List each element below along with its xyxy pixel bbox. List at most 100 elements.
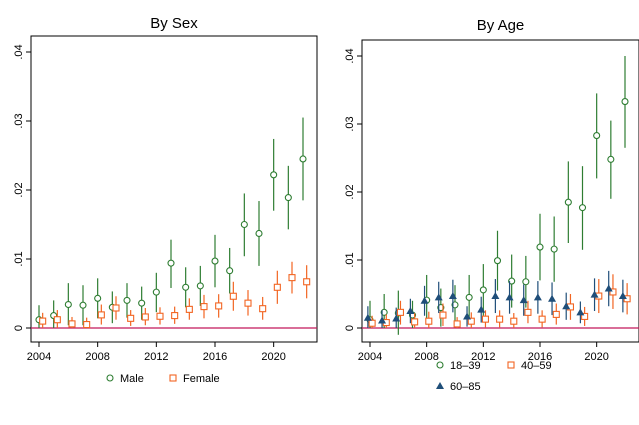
- data-point: [167, 259, 175, 267]
- x-tick-label: 2008: [85, 351, 109, 363]
- data-point: [479, 286, 487, 294]
- legend-marker: [507, 361, 515, 369]
- data-point: [182, 283, 190, 291]
- series-2: [368, 274, 631, 328]
- data-point: [463, 312, 472, 320]
- data-point: [538, 315, 546, 323]
- data-point: [406, 307, 415, 314]
- legend-marker: [169, 374, 177, 382]
- data-point: [200, 303, 208, 311]
- data-point: [392, 314, 401, 322]
- data-point: [64, 300, 72, 309]
- data-point: [481, 315, 490, 323]
- data-point: [508, 277, 516, 285]
- data-point: [240, 220, 248, 229]
- x-tick-label: 2020: [261, 351, 285, 363]
- panel-title: By Sex: [150, 15, 198, 32]
- data-point: [284, 194, 292, 202]
- data-point: [467, 317, 475, 325]
- data-point: [548, 294, 557, 302]
- data-point: [380, 308, 388, 316]
- data-point: [434, 293, 443, 301]
- data-point: [491, 292, 500, 300]
- series-3: [363, 270, 627, 328]
- x-tick-label: 2012: [144, 351, 168, 363]
- data-point: [299, 155, 307, 163]
- data-point: [288, 274, 296, 282]
- data-point: [448, 292, 457, 300]
- data-point: [524, 308, 532, 316]
- data-point: [465, 293, 473, 301]
- data-point: [604, 284, 613, 292]
- data-point: [425, 317, 433, 325]
- data-point: [550, 245, 558, 253]
- data-point: [363, 313, 372, 321]
- legend-marker: [436, 382, 444, 389]
- data-point: [215, 302, 223, 310]
- data-point: [590, 290, 599, 298]
- data-point: [477, 305, 486, 313]
- series-2: [39, 261, 311, 329]
- data-point: [621, 98, 629, 106]
- plot-frame: [361, 39, 639, 343]
- data-point: [196, 282, 204, 290]
- y-tick-label: .01: [344, 252, 356, 267]
- data-point: [493, 257, 502, 265]
- x-tick-label: 2020: [584, 351, 608, 363]
- data-point: [581, 312, 589, 320]
- x-tick-label: 2012: [471, 351, 495, 363]
- data-point: [211, 257, 219, 265]
- panel-1: By Sex 0 .01 .02 .03 .04 2004 2008 2012 2016 2020 M…: [13, 15, 318, 385]
- data-point: [396, 308, 405, 316]
- data-point: [552, 310, 560, 318]
- y-tick-label: .04: [344, 48, 356, 63]
- legend-label: 18–39: [450, 360, 481, 372]
- data-point: [303, 278, 311, 286]
- data-point: [607, 155, 615, 163]
- panel-2: By Age 0 .01 .02 .03 .04 2004 2008 2012 2016 2020 1…: [344, 17, 639, 393]
- legend-marker: [106, 374, 114, 382]
- y-tick-label: 0: [344, 325, 356, 331]
- data-point: [522, 278, 530, 286]
- x-tick-label: 2016: [528, 351, 552, 363]
- data-point: [97, 311, 105, 319]
- legend-label: 60–85: [450, 381, 481, 393]
- data-point: [519, 296, 528, 304]
- data-point: [439, 311, 447, 319]
- legend-label: Female: [183, 373, 220, 385]
- y-tick-label: .04: [13, 44, 25, 59]
- data-point: [83, 320, 91, 329]
- data-point: [562, 302, 571, 310]
- panel-title: By Age: [477, 17, 525, 34]
- data-point: [244, 299, 252, 307]
- data-point: [138, 299, 146, 307]
- data-point: [453, 320, 461, 328]
- y-tick-label: 0: [13, 325, 25, 331]
- data-point: [609, 288, 617, 296]
- data-point: [411, 318, 419, 326]
- data-point: [68, 320, 76, 328]
- series-1: [35, 117, 307, 328]
- data-point: [39, 317, 47, 325]
- y-tick-label: .02: [344, 184, 356, 199]
- data-point: [578, 204, 587, 212]
- series-1: [366, 56, 629, 335]
- x-tick-label: 2004: [27, 351, 51, 363]
- data-point: [94, 294, 102, 302]
- data-point: [536, 243, 544, 251]
- data-point: [593, 132, 601, 140]
- data-point: [127, 314, 135, 322]
- legend-label: 40–59: [521, 360, 552, 372]
- data-point: [171, 312, 179, 320]
- y-tick-label: .03: [13, 113, 25, 128]
- y-tick-label: .02: [13, 182, 25, 197]
- y-tick-label: .01: [13, 251, 25, 266]
- data-point: [79, 301, 87, 309]
- data-point: [226, 267, 234, 275]
- data-point: [123, 296, 131, 304]
- data-point: [437, 304, 445, 312]
- plot-frame: [30, 35, 318, 343]
- data-point: [53, 316, 61, 324]
- data-point: [259, 305, 267, 313]
